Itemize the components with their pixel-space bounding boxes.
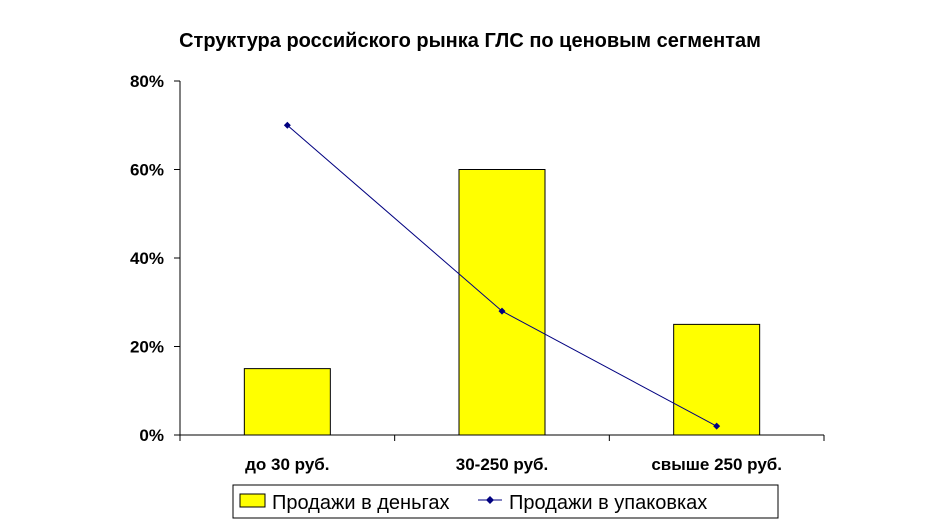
y-tick-label: 20% bbox=[130, 338, 164, 357]
bar bbox=[673, 323, 761, 436]
legend-swatch-bar bbox=[239, 493, 266, 508]
y-tick-label: 60% bbox=[130, 161, 164, 180]
line-point bbox=[283, 121, 291, 129]
x-tick-label: свыше 250 руб. bbox=[651, 455, 782, 474]
line-point bbox=[498, 307, 506, 315]
legend-label-line: Продажи в упаковках bbox=[509, 492, 707, 514]
bar bbox=[243, 368, 331, 436]
x-tick-label: 30-250 руб. bbox=[456, 455, 549, 474]
line-point bbox=[713, 422, 721, 430]
x-tick-label: до 30 руб. bbox=[245, 455, 329, 474]
legend-label-bar: Продажи в деньгах bbox=[272, 492, 450, 514]
y-tick-label: 0% bbox=[139, 426, 164, 445]
legend-marker bbox=[486, 496, 494, 504]
y-tick-label: 80% bbox=[130, 72, 164, 91]
chart-title: Структура российского рынка ГЛС по ценов… bbox=[179, 30, 761, 52]
y-tick-label: 40% bbox=[130, 249, 164, 268]
bar bbox=[458, 169, 546, 436]
legend-box bbox=[232, 484, 779, 519]
legend: Продажи в деньгах Продажи в упаковках bbox=[232, 484, 779, 519]
